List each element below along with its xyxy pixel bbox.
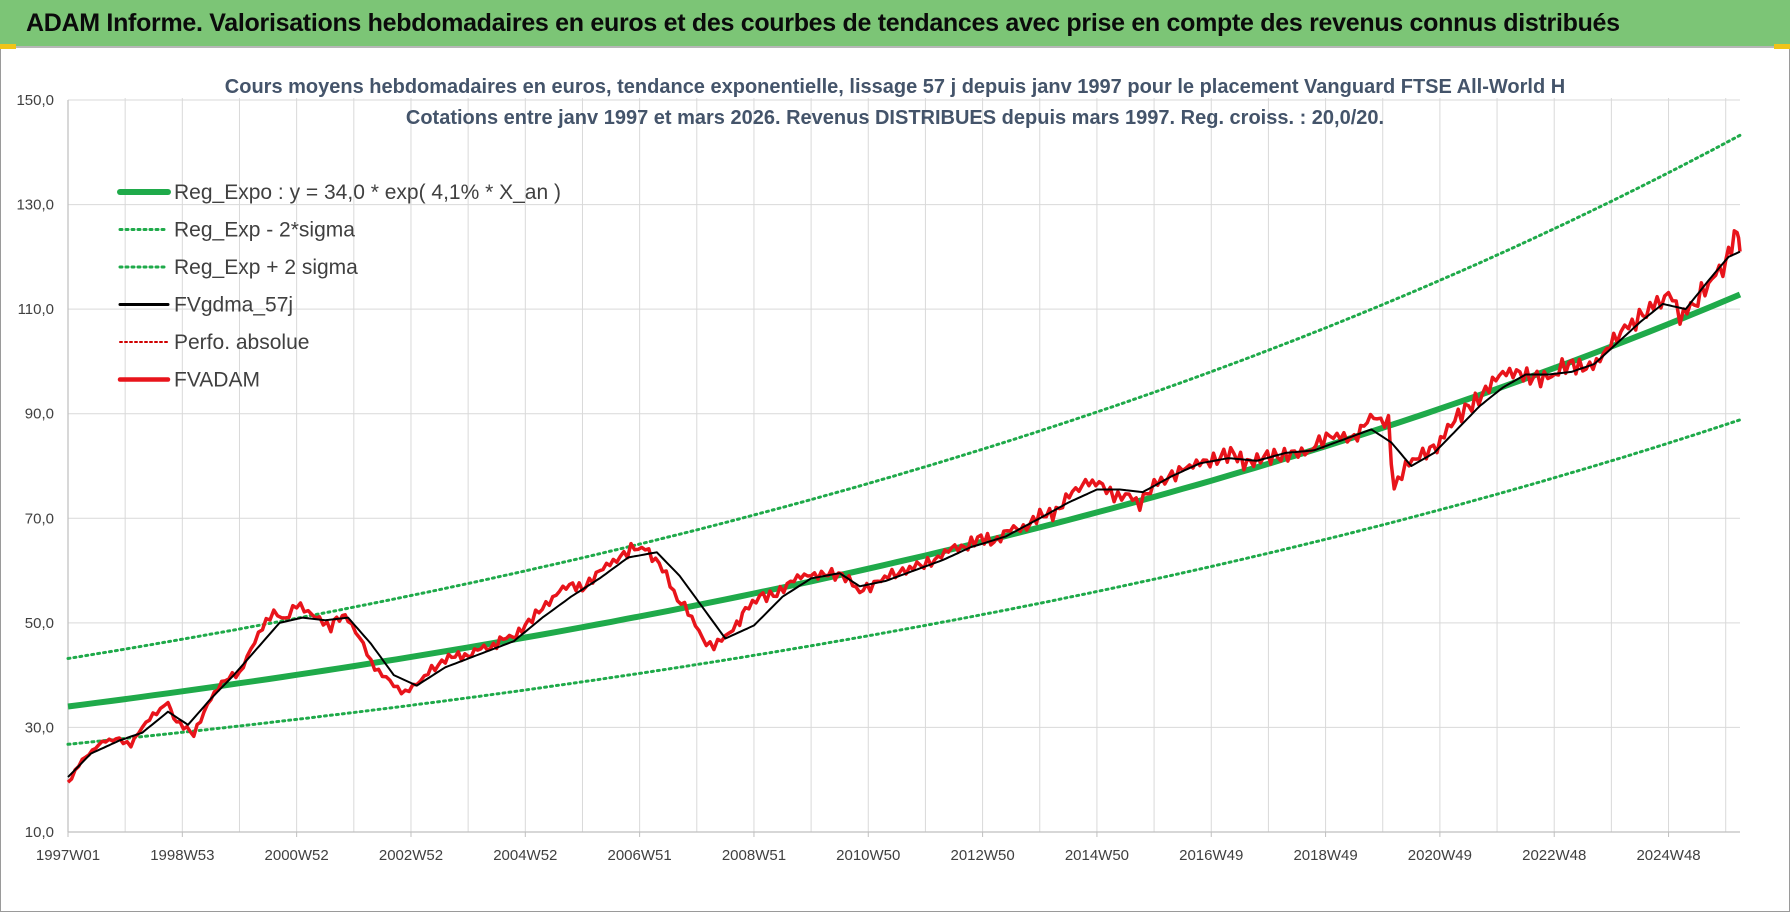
legend-label: Perfo. absolue [174,331,309,354]
chart-subtitle: Cotations entre janv 1997 et mars 2026. … [406,107,1384,129]
x-tick-label: 2016W49 [1179,847,1243,864]
x-tick-label: 2004W52 [493,847,557,864]
x-tick-label: 2000W52 [265,847,329,864]
series-layer [66,133,1742,784]
x-tick-label: 2006W51 [608,847,672,864]
x-tick-label: 2022W48 [1522,847,1586,864]
y-tick-label: 130,0 [16,197,54,214]
legend-item: Reg_Exp + 2 sigma [118,256,358,279]
reg-exp-plus-2sigma-line [66,133,1742,660]
legend-item: Perfo. absolue [119,331,309,354]
x-tick-label: 2024W48 [1636,847,1700,864]
corner-mark-right [1774,44,1790,49]
corner-mark-left [0,44,16,49]
x-tick-label: 2018W49 [1293,847,1357,864]
legend-label: Reg_Exp - 2*sigma [174,219,355,242]
y-tick-label: 90,0 [25,406,54,423]
x-tick-label: 1997W01 [36,847,100,864]
legend-label: Reg_Exp + 2 sigma [174,256,358,279]
legend-item: Reg_Expo : y = 34,0 * exp( 4,1% * X_an ) [117,181,561,204]
report-banner: ADAM Informe. Valorisations hebdomadaire… [0,0,1790,48]
y-tick-label: 70,0 [25,510,54,527]
x-tick-label: 2014W50 [1065,847,1129,864]
legend: Reg_Expo : y = 34,0 * exp( 4,1% * X_an )… [117,181,561,392]
legend-item: Reg_Exp - 2*sigma [118,219,355,242]
x-tick-label: 1998W53 [150,847,214,864]
y-tick-label: 10,0 [25,824,54,841]
reg-expo-trend-line [67,291,1742,710]
reg-exp-minus-2sigma-line [66,418,1742,746]
chart-title: Cours moyens hebdomadaires en euros, ten… [225,76,1565,98]
x-tick-label: 2020W49 [1408,847,1472,864]
legend-label: Reg_Expo : y = 34,0 * exp( 4,1% * X_an ) [174,181,561,204]
x-tick-label: 2012W50 [950,847,1014,864]
y-tick-label: 150,0 [16,92,54,109]
legend-item: FVgdma_57j [118,294,293,317]
y-tick-label: 50,0 [25,615,54,632]
y-axis-labels: 10,0 30,0 50,0 70,0 90,0 110,0 130,0 150,0 [16,92,54,841]
legend-label: FVADAM [174,369,260,392]
gridlines [67,98,1740,833]
y-tick-label: 110,0 [18,301,54,318]
x-tick-label: 2008W51 [722,847,786,864]
x-tick-label: 2002W52 [379,847,443,864]
y-tick-label: 30,0 [25,719,54,736]
x-tick-label: 2010W50 [836,847,900,864]
fvadam-line [66,229,1742,784]
fvgdma-57j-line [67,250,1741,778]
x-axis-labels: 1997W01 1998W53 2000W52 2002W52 2004W52 2006W… [36,832,1701,864]
report-title: ADAM Informe. Valorisations hebdomadaire… [26,9,1620,37]
legend-label: FVgdma_57j [174,294,293,317]
legend-item: FVADAM [117,369,260,392]
